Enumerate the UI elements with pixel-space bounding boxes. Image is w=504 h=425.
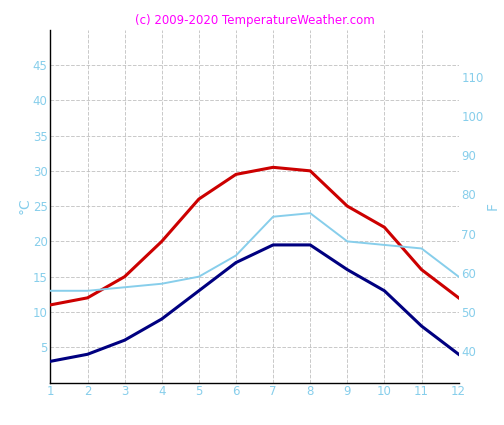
Y-axis label: F: F [485, 202, 499, 210]
Title: (c) 2009-2020 TemperatureWeather.com: (c) 2009-2020 TemperatureWeather.com [135, 14, 374, 27]
Y-axis label: °C: °C [17, 198, 31, 215]
